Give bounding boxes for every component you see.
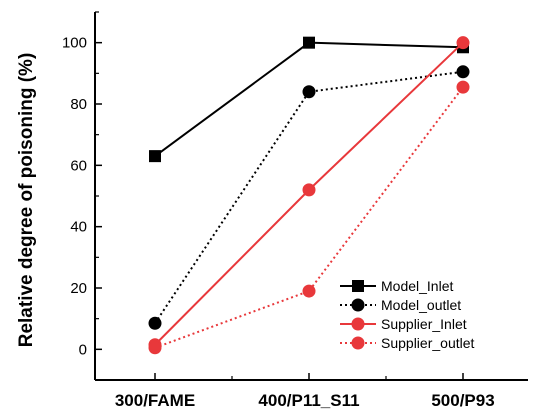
legend-item: Supplier_outlet: [340, 335, 475, 351]
legend-marker: [351, 298, 365, 312]
y-tick-label: 40: [70, 219, 87, 236]
x-tick-label: 300/FAME: [115, 391, 195, 410]
series-line: [154, 41, 464, 157]
y-tick-label: 100: [62, 35, 87, 52]
x-tick-label: 400/P11_S11: [258, 391, 359, 410]
data-point: [302, 85, 316, 99]
series-line: [154, 70, 464, 324]
series-model-outlet: [148, 65, 470, 330]
y-tick-label: 80: [70, 96, 87, 113]
y-tick-label: 60: [70, 157, 87, 174]
legend-item: Supplier_Inlet: [340, 316, 467, 332]
series-layer: [148, 36, 470, 355]
data-point: [303, 36, 315, 49]
data-point: [148, 316, 162, 330]
x-tick-label: 500/P93: [431, 391, 494, 410]
legend-marker: [351, 336, 365, 350]
y-axis-label: Relative degree of poisoning (%): [16, 53, 37, 348]
legend-label: Model_outlet: [381, 297, 461, 313]
legend-label: Model_Inlet: [381, 278, 453, 294]
y-tick-label: 20: [70, 280, 87, 297]
x-axis-ticks: 300/FAME 400/P11_S11 500/P93: [115, 373, 495, 410]
data-point: [149, 150, 161, 163]
data-point: [456, 36, 470, 50]
series-supplier-outlet: [148, 80, 470, 355]
legend-label: Supplier_Inlet: [381, 316, 467, 332]
legend-item: Model_Inlet: [340, 278, 453, 294]
legend-label: Supplier_outlet: [381, 335, 475, 351]
legend-marker: [351, 317, 365, 331]
legend-marker: [352, 280, 364, 292]
data-point: [456, 65, 470, 79]
legend-item: Model_outlet: [340, 297, 461, 313]
legend: Model_Inlet Model_outlet Supplier_Inlet Sup…: [340, 278, 475, 351]
data-point: [302, 284, 316, 298]
y-tick-label: 0: [79, 341, 87, 358]
data-point: [148, 341, 162, 355]
data-point: [302, 183, 316, 197]
data-point: [456, 80, 470, 94]
y-axis-ticks: 0 20 40 60 80 100: [62, 11, 102, 381]
series-model-inlet: [149, 36, 469, 163]
